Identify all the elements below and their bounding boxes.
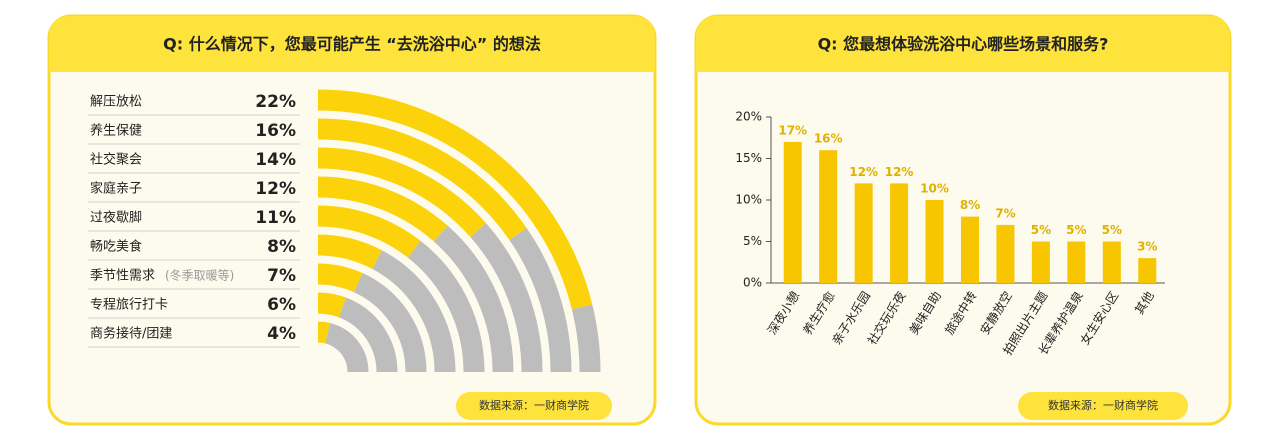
category-label: 畅吃美食 bbox=[90, 239, 142, 255]
value-label: 14% bbox=[255, 150, 296, 170]
bar bbox=[890, 183, 909, 283]
source: 数据来源：一财商学院 bbox=[1048, 398, 1158, 412]
source-badge bbox=[1018, 392, 1188, 420]
radial-bar bbox=[317, 118, 527, 240]
radial-bar bbox=[317, 89, 593, 310]
y-tick-label: 5% bbox=[743, 234, 762, 248]
radial-bar bbox=[317, 176, 448, 242]
value-label: 5% bbox=[1031, 223, 1051, 237]
value-label: 7% bbox=[995, 206, 1015, 220]
radial-track bbox=[371, 250, 456, 373]
radial-track bbox=[509, 227, 572, 373]
radial-bar bbox=[317, 263, 363, 293]
value-label: 16% bbox=[814, 132, 843, 146]
category-label: 社交聚会 bbox=[90, 152, 142, 168]
value-label: 16% bbox=[255, 121, 296, 141]
bar bbox=[854, 183, 873, 283]
value-label: 11% bbox=[255, 208, 296, 228]
chart-title: Q: 什么情况下，您最可能产生 “去洗浴中心” 的想法 bbox=[163, 35, 541, 54]
bar bbox=[996, 224, 1015, 283]
bar bbox=[1067, 241, 1086, 283]
value-label: 8% bbox=[267, 237, 296, 257]
radial-track bbox=[324, 322, 369, 373]
category-label: 养生保健 bbox=[90, 123, 142, 139]
category-label: 解压放松 bbox=[90, 95, 142, 110]
category-label: 商务接待/团建 bbox=[90, 326, 172, 342]
value-label: 7% bbox=[267, 266, 296, 286]
category-label: 专程旅行打卡 bbox=[90, 298, 168, 313]
category-label: 季节性需求 bbox=[90, 269, 155, 284]
bar bbox=[783, 141, 802, 283]
radial-bar bbox=[317, 234, 382, 269]
category-note: (冬季取暖等) bbox=[165, 268, 234, 283]
bar bbox=[1031, 241, 1050, 283]
value-label: 6% bbox=[267, 295, 296, 315]
bar bbox=[819, 150, 838, 283]
source: 数据来源：一财商学院 bbox=[479, 398, 589, 412]
radial-track bbox=[571, 304, 601, 373]
bar bbox=[1102, 241, 1121, 283]
radial-bar bbox=[317, 205, 421, 258]
y-tick-label: 20% bbox=[735, 110, 762, 124]
radial-bar bbox=[317, 292, 347, 318]
header-right bbox=[696, 16, 1230, 72]
category-label: 过夜歇脚 bbox=[90, 210, 142, 226]
bar bbox=[1138, 258, 1157, 283]
value-label: 4% bbox=[267, 324, 296, 344]
value-label: 10% bbox=[920, 182, 949, 196]
radial-bar bbox=[317, 321, 331, 344]
y-tick-label: 15% bbox=[735, 151, 762, 165]
bar bbox=[961, 216, 979, 283]
value-label: 5% bbox=[1066, 223, 1086, 237]
value-label: 12% bbox=[885, 165, 914, 179]
y-tick-label: 10% bbox=[735, 193, 762, 207]
value-label: 17% bbox=[778, 123, 807, 137]
value-label: 22% bbox=[255, 92, 296, 112]
radial-track bbox=[470, 223, 543, 373]
y-tick-label: 0% bbox=[743, 276, 762, 290]
value-label: 5% bbox=[1102, 223, 1122, 237]
radial-bar bbox=[317, 147, 487, 238]
value-label: 3% bbox=[1137, 240, 1157, 254]
source-badge bbox=[456, 392, 612, 420]
radial-track bbox=[353, 273, 427, 373]
radial-track bbox=[407, 240, 485, 373]
bar bbox=[925, 200, 944, 283]
radial-track bbox=[433, 225, 514, 373]
value-label: 8% bbox=[960, 198, 980, 212]
chart-title: Q: 您最想体验洗浴中心哪些场景和服务? bbox=[818, 35, 1109, 54]
header-left bbox=[49, 16, 655, 72]
value-label: 12% bbox=[255, 179, 296, 199]
category-label: 家庭亲子 bbox=[90, 181, 142, 197]
radial-track bbox=[338, 297, 398, 373]
value-label: 12% bbox=[849, 165, 878, 179]
